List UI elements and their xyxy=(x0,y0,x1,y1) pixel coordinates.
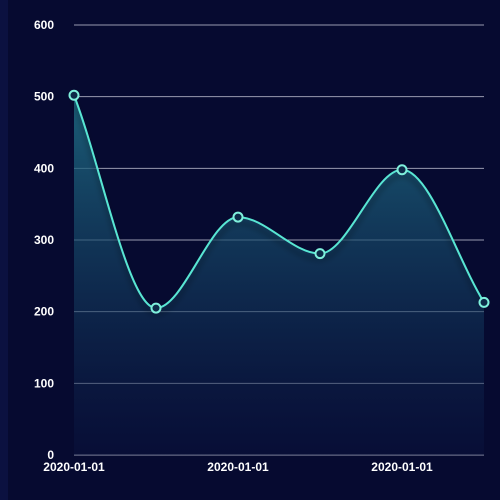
y-tick-label: 600 xyxy=(34,18,54,32)
y-tick-label: 0 xyxy=(47,448,54,462)
x-axis-labels: 2020-01-01 2020-01-01 2020-01-01 xyxy=(43,460,433,474)
x-tick-label: 2020-01-01 xyxy=(43,460,105,474)
data-point[interactable] xyxy=(478,296,490,308)
chart-area: 0 100 200 300 400 500 600 2020-01-01 2020-01-01… xyxy=(8,0,500,500)
data-point[interactable] xyxy=(314,248,326,260)
series-layer xyxy=(73,94,485,455)
y-tick-label: 200 xyxy=(34,305,54,319)
x-tick-label: 2020-01-01 xyxy=(371,460,433,474)
y-tick-label: 300 xyxy=(34,233,54,247)
markers xyxy=(68,89,490,314)
data-point[interactable] xyxy=(68,89,80,101)
y-axis-labels: 0 100 200 300 400 500 600 xyxy=(34,18,54,462)
y-tick-label: 500 xyxy=(34,90,54,104)
series-line xyxy=(73,94,485,310)
series-area xyxy=(74,95,484,455)
data-point[interactable] xyxy=(396,164,408,176)
data-point[interactable] xyxy=(232,211,244,223)
x-tick-label: 2020-01-01 xyxy=(207,460,269,474)
data-point[interactable] xyxy=(150,302,162,314)
y-tick-label: 100 xyxy=(34,376,54,390)
y-tick-label: 400 xyxy=(34,161,54,175)
